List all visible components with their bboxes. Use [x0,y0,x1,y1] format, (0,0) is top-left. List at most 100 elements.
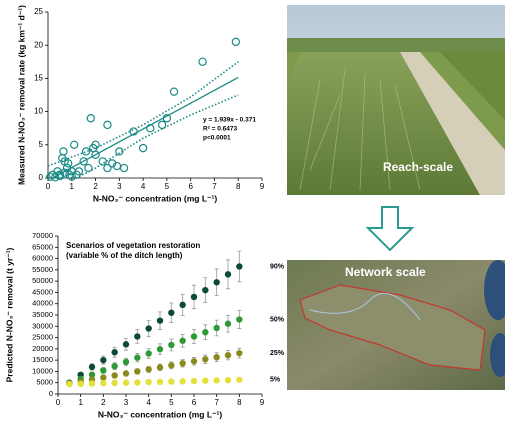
data-point [111,349,117,355]
data-point [89,380,95,386]
y-tick-label: 25000 [32,333,53,342]
data-point [202,377,208,383]
x-axis-label: N-NO₃⁻ concentration (mg L⁻¹) [98,409,223,419]
data-point [232,38,239,45]
x-tick-label: 9 [260,398,265,407]
fit-line [48,62,238,166]
y-tick-label: 60000 [32,254,53,263]
y-tick-label: 5 [39,140,44,149]
data-point [145,325,151,331]
series-label: 5% [270,377,281,384]
data-point [179,338,185,344]
network-photo: Network scale [287,260,505,390]
data-point [225,377,231,383]
data-point [225,352,231,358]
data-point [168,342,174,348]
data-point [191,333,197,339]
x-tick-label: 8 [237,398,242,407]
data-point [191,294,197,300]
data-point [123,341,129,347]
data-point [213,354,219,360]
y-tick-label: 40000 [32,299,53,308]
y-tick-label: 45000 [32,287,53,296]
data-point [100,367,106,373]
y-tick-label: 10000 [32,366,53,375]
y-tick-label: 15000 [32,355,53,364]
x-tick-label: 0 [46,182,51,191]
series-label: 25% [270,350,285,357]
y-tick-label: 70000 [32,231,53,240]
y-tick-label: 10 [34,107,43,116]
data-point [134,355,140,361]
series-label: 50% [270,316,285,323]
x-tick-label: 4 [146,398,151,407]
data-point [168,378,174,384]
data-point [85,164,92,171]
data-point [134,379,140,385]
data-point [179,302,185,308]
x-axis-label: N-NO₃⁻ concentration (mg L⁻¹) [93,193,218,203]
annotation: p<0.0001 [203,135,231,142]
annotation: y = 1.939x - 0.371 [203,117,256,124]
x-tick-label: 7 [214,398,219,407]
y-tick-label: 5000 [36,378,53,387]
arrow [368,207,412,250]
annotation: Scenarios of vegetation restoration [66,241,200,250]
x-tick-label: 9 [260,182,265,191]
data-point [120,164,127,171]
x-tick-label: 3 [117,182,122,191]
data-point [134,333,140,339]
data-point [202,356,208,362]
data-point [213,377,219,383]
reach-photo: Reach-scale [287,5,505,195]
data-point [236,316,242,322]
series-label: 90% [270,263,285,270]
y-tick-label: 50000 [32,276,53,285]
data-point [60,148,67,155]
x-tick-label: 3 [124,398,129,407]
y-tick-label: 35000 [32,310,53,319]
y-tick-label: 0 [39,173,44,182]
y-tick-label: 0 [49,389,53,398]
data-point [179,378,185,384]
data-point [123,370,129,376]
data-point [87,115,94,122]
x-tick-label: 2 [101,398,106,407]
annotation: (variable % of the ditch length) [66,251,183,260]
figure: Reach-scale Network scale 05101520250123… [0,0,505,426]
data-point [89,364,95,370]
data-point [123,380,129,386]
x-tick-label: 0 [56,398,61,407]
data-point [191,358,197,364]
data-point [123,359,129,365]
data-point [236,350,242,356]
data-point [191,378,197,384]
data-point [100,374,106,380]
x-tick-label: 4 [141,182,146,191]
data-point [111,372,117,378]
data-point [99,158,106,165]
x-tick-label: 8 [236,182,241,191]
y-tick-label: 25 [34,7,43,16]
data-point [157,364,163,370]
x-tick-label: 2 [93,182,98,191]
y-tick-label: 20 [34,40,43,49]
data-point [179,360,185,366]
x-tick-label: 5 [165,182,170,191]
data-point [134,368,140,374]
data-point [66,381,72,387]
data-point [225,321,231,327]
data-point [145,350,151,356]
y-tick-label: 30000 [32,321,53,330]
data-point [213,325,219,331]
x-tick-label: 1 [70,182,75,191]
x-tick-label: 6 [188,182,193,191]
y-tick-label: 15 [34,74,43,83]
data-point [111,363,117,369]
data-point [77,381,83,387]
data-point [202,287,208,293]
photo-label: Network scale [345,265,426,279]
data-point [71,141,78,148]
data-point [145,379,151,385]
x-tick-label: 5 [169,398,174,407]
